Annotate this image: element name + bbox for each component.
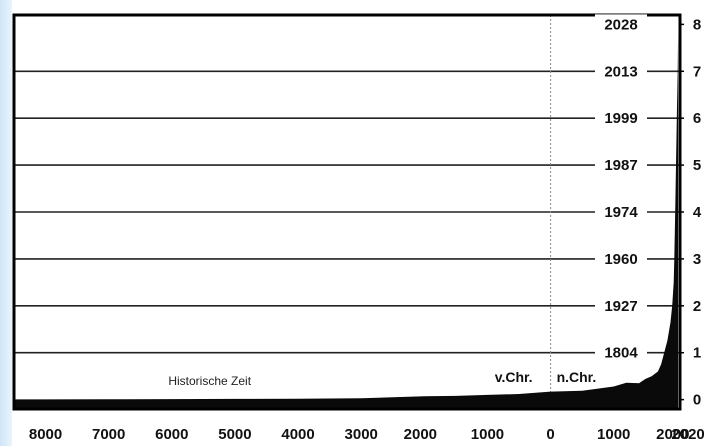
y-axis-ticks: 0 1 2 3 4 5 6 7 8 [680,16,702,409]
x-tick-label-2: 6000 [155,426,188,443]
milestone-year-1999: 1999 [604,110,637,127]
x-tick-label-4: 4000 [281,426,314,443]
x-tick-label-11: 2020 [671,426,704,443]
milestone-bg-1804 [595,342,647,363]
x-tick-label-3: 5000 [218,426,251,443]
milestone-year-1987: 1987 [604,157,637,174]
x-axis-ticks: 8000 7000 6000 5000 4000 3000 2000 1000 0 1000 200… [29,426,704,443]
y-tick-label-1: 1 [693,345,701,362]
historic-era-annotation: Historische Zeit [168,374,251,388]
x-tick-label-6: 2000 [404,426,437,443]
milestone-bg-1987 [595,155,647,176]
grid-layer [14,70,680,354]
milestone-bg-2028 [595,14,647,35]
milestone-year-1960: 1960 [604,251,637,268]
x-tick-label-1: 7000 [92,426,125,443]
x-tick-label-9: 1000 [597,426,630,443]
x-tick-label-10: 2000 [656,426,689,443]
y-tick-label-7: 7 [693,63,701,80]
milestone-bg-1960 [595,248,647,269]
milestone-bg-1927 [595,295,647,316]
left-decorative-strip [0,0,12,446]
x-tick-label-8: 0 [546,426,554,443]
milestone-labels: 1804 1927 1960 1974 1987 1999 2013 2028 [595,14,647,363]
y-tick-label-6: 6 [693,110,701,127]
milestone-bg-1974 [595,202,647,222]
x-tick-label-7: 1000 [471,426,504,443]
milestone-year-1804: 1804 [604,345,638,362]
y-tick-label-4: 4 [693,204,702,221]
y-tick-label-3: 3 [693,251,701,268]
y-tick-label-0: 0 [693,392,701,409]
milestone-year-1927: 1927 [604,298,637,315]
ad-label: n.Chr. [557,369,597,385]
milestone-year-1974: 1974 [604,204,638,221]
x-tick-label-5: 3000 [345,426,378,443]
milestone-year-2028: 2028 [604,16,637,33]
milestone-bg-1999 [595,108,647,129]
x-tick-label-0: 8000 [29,426,62,443]
y-tick-label-5: 5 [693,157,701,174]
milestone-bg-2013 [595,61,647,82]
bc-label: v.Chr. [495,369,533,385]
y-tick-label-8: 8 [693,16,701,33]
y-tick-label-2: 2 [693,298,701,315]
milestone-year-2013: 2013 [604,63,637,80]
